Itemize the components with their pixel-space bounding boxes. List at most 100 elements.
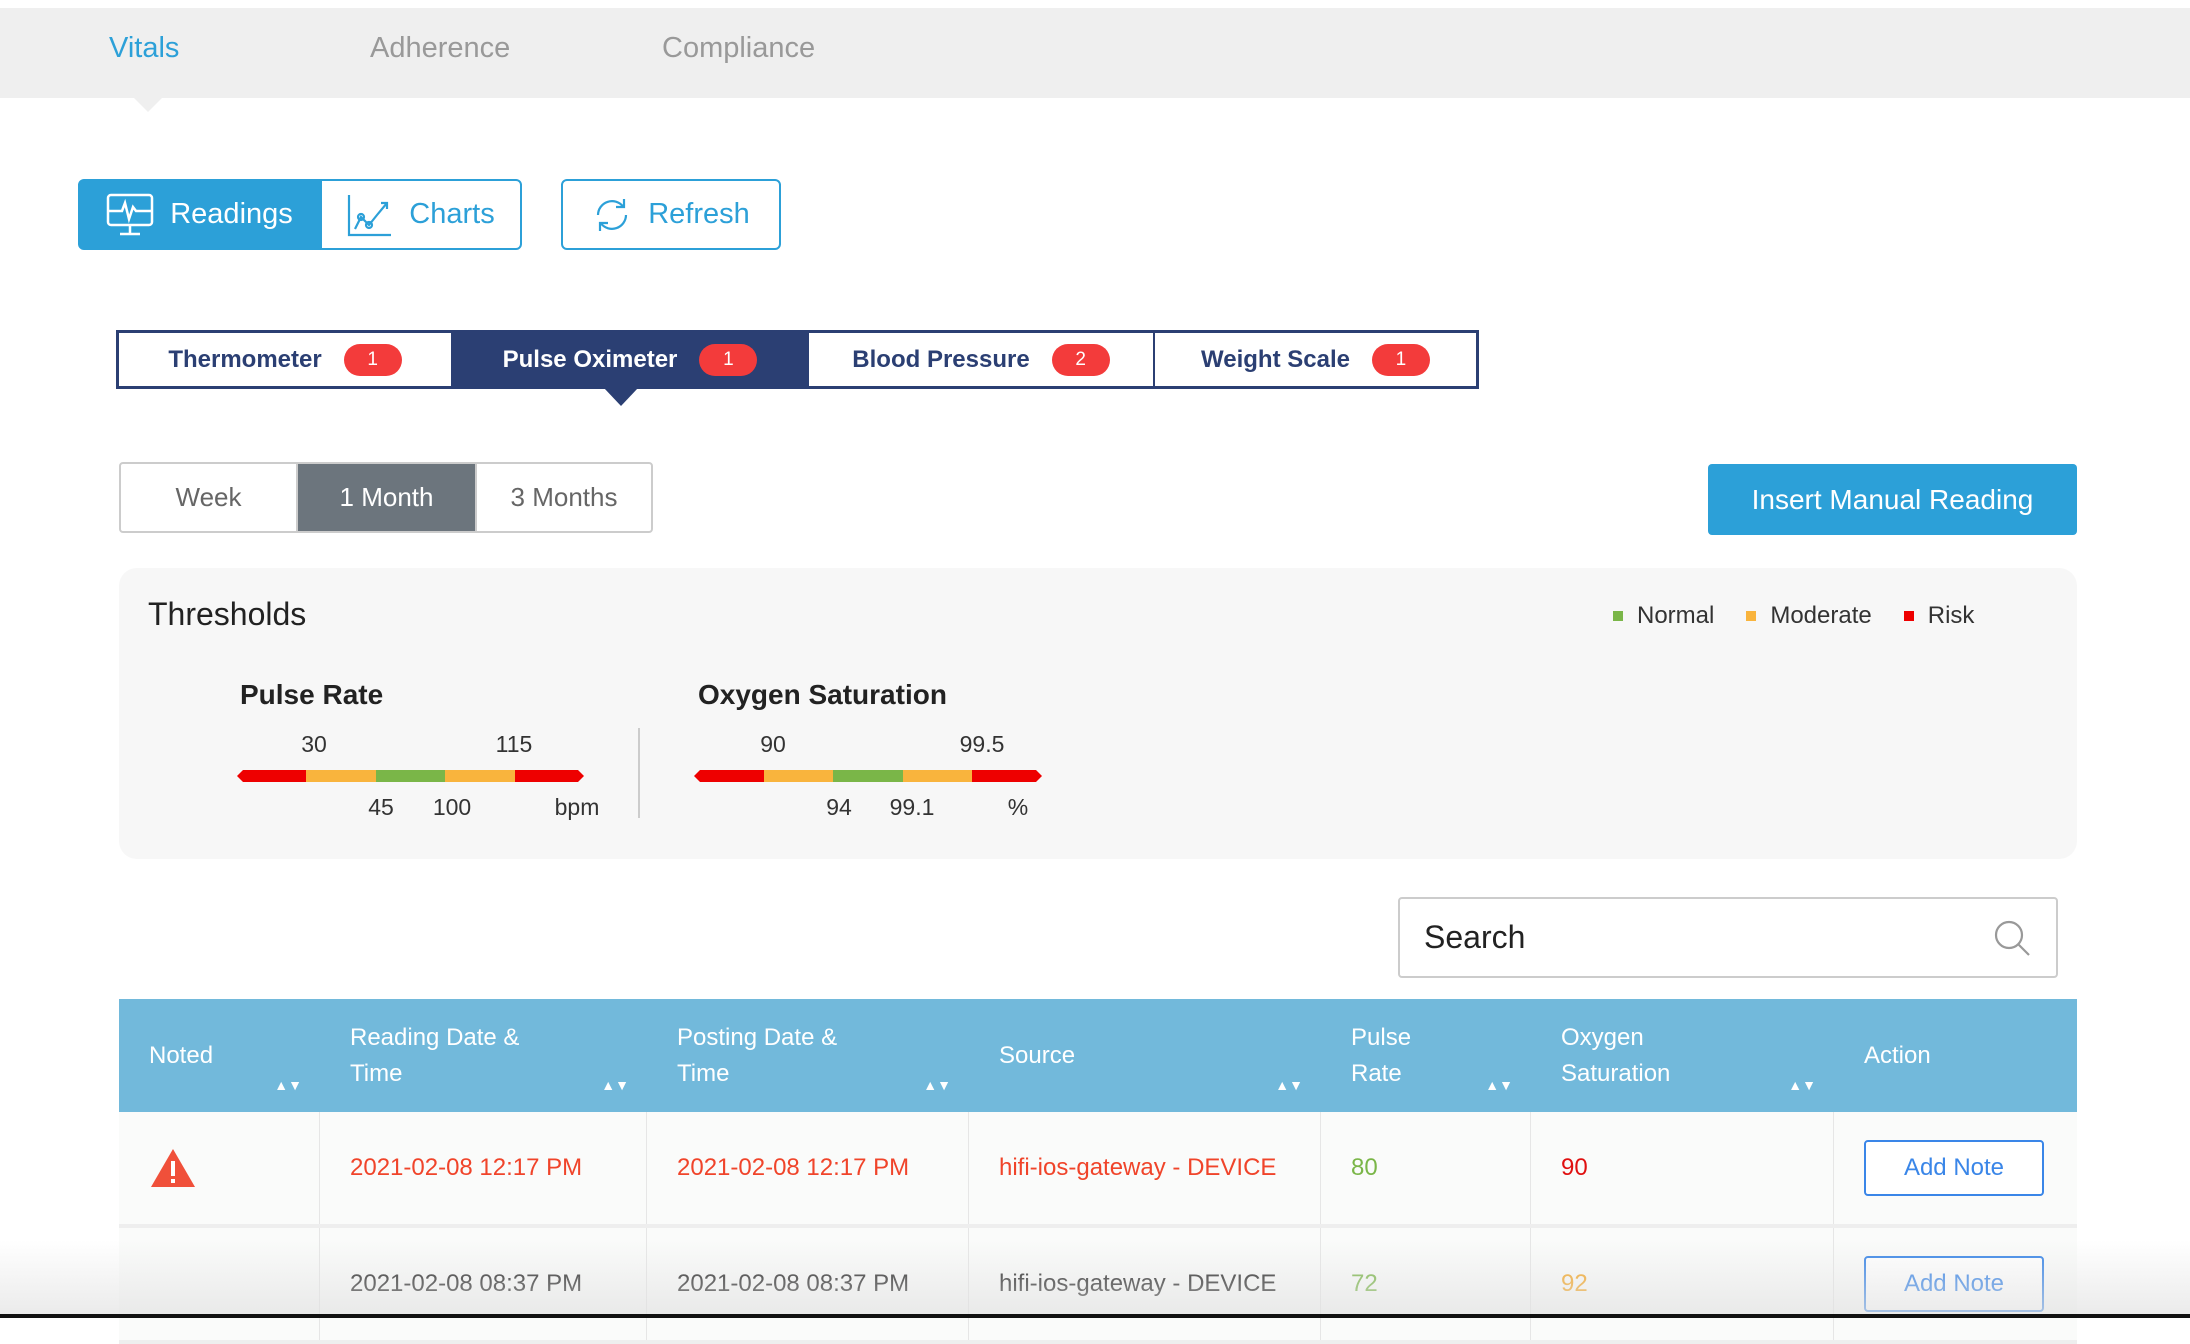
count-badge: 1 — [343, 343, 402, 376]
tab-label: Thermometer — [168, 345, 322, 373]
pulse-high-normal: 100 — [432, 794, 472, 820]
tab-adherence[interactable]: Adherence — [370, 32, 511, 64]
action-cell: Add Note — [1834, 1112, 2077, 1224]
tab-label: Pulse Oximeter — [502, 345, 678, 373]
header-label: Posting Date & Time — [677, 1023, 838, 1087]
warning-icon — [151, 1149, 195, 1187]
add-note-button[interactable]: Add Note — [1864, 1140, 2044, 1196]
search-input[interactable]: Search — [1398, 897, 2058, 978]
sort-icon[interactable]: ▲▼ — [1788, 1077, 1816, 1093]
tab-vitals[interactable]: Vitals — [109, 32, 180, 64]
window-edge — [0, 1314, 2190, 1318]
count-badge: 1 — [699, 343, 758, 376]
legend-moderate: Moderate — [1770, 602, 1872, 629]
header-reading-date[interactable]: Reading Date & Time ▲▼ — [320, 999, 647, 1112]
header-label: Pulse Rate — [1351, 1023, 1412, 1087]
search-placeholder: Search — [1424, 919, 1526, 955]
header-label: Action — [1864, 1041, 1931, 1069]
risk-swatch — [1903, 611, 1914, 621]
monitor-icon — [106, 193, 154, 235]
insert-manual-reading-button[interactable]: Insert Manual Reading — [1708, 464, 2077, 535]
period-selector: Week 1 Month 3 Months — [119, 462, 653, 533]
device-tabs: Thermometer 1 Pulse Oximeter 1 Blood Press… — [116, 330, 1479, 389]
header-noted[interactable]: Noted ▲▼ — [119, 999, 320, 1112]
pulse-rate: 72 — [1321, 1228, 1531, 1340]
posting-date: 2021-02-08 12:17 PM — [647, 1112, 969, 1224]
source: hifi-ios-gateway - DEVICE — [969, 1228, 1321, 1340]
thresholds-title: Thresholds — [148, 596, 307, 632]
reading-date: 2021-02-08 08:37 PM — [320, 1228, 647, 1340]
period-week[interactable]: Week — [121, 464, 298, 531]
moderate-swatch — [1746, 611, 1757, 621]
table-header: Noted ▲▼ Reading Date & Time ▲▼ Posting Da… — [119, 999, 2077, 1112]
period-1-month[interactable]: 1 Month — [298, 464, 477, 531]
header-pulse-rate[interactable]: Pulse Rate ▲▼ — [1321, 999, 1531, 1112]
refresh-icon — [597, 198, 628, 231]
sort-icon[interactable]: ▲▼ — [923, 1077, 951, 1093]
pulse-low-normal: 45 — [368, 794, 394, 820]
legend-risk: Risk — [1927, 602, 1975, 629]
oxygen-unit: % — [1007, 794, 1029, 820]
source: hifi-ios-gateway - DEVICE — [969, 1112, 1321, 1224]
add-note-button[interactable]: Add Note — [1864, 1256, 2044, 1312]
line-chart-icon — [348, 194, 392, 236]
oxygen-saturation: 92 — [1531, 1228, 1834, 1340]
refresh-label: Refresh — [648, 198, 750, 230]
pulse-low-risk: 30 — [301, 731, 327, 757]
tab-thermometer[interactable]: Thermometer 1 — [119, 333, 453, 386]
pulse-threshold-bar — [237, 770, 584, 782]
noted-cell — [119, 1228, 320, 1340]
readings-button[interactable]: Readings — [78, 179, 321, 250]
header-label: Source — [999, 1041, 1076, 1069]
active-device-caret — [604, 388, 638, 406]
sort-icon[interactable]: ▲▼ — [1275, 1077, 1303, 1093]
tab-compliance[interactable]: Compliance — [662, 32, 816, 64]
sort-icon[interactable]: ▲▼ — [601, 1077, 629, 1093]
readings-label: Readings — [170, 198, 293, 230]
count-badge: 2 — [1051, 343, 1110, 376]
tab-pulse-oximeter[interactable]: Pulse Oximeter 1 — [453, 333, 809, 386]
oxygen-low-risk: 90 — [760, 731, 786, 757]
pulse-unit: bpm — [554, 794, 600, 820]
header-posting-date[interactable]: Posting Date & Time ▲▼ — [647, 999, 969, 1112]
tab-label: Weight Scale — [1201, 345, 1350, 373]
charts-label: Charts — [409, 198, 495, 230]
header-oxygen-saturation[interactable]: Oxygen Saturation ▲▼ — [1531, 999, 1834, 1112]
legend: Normal Moderate Risk — [1613, 602, 1974, 630]
header-label: Oxygen Saturation — [1561, 1023, 1671, 1087]
refresh-button[interactable]: Refresh — [561, 179, 781, 250]
tab-weight-scale[interactable]: Weight Scale 1 — [1155, 333, 1476, 386]
active-tab-caret — [134, 98, 162, 112]
oxygen-threshold-bar — [694, 770, 1042, 782]
sort-icon[interactable]: ▲▼ — [1485, 1077, 1513, 1093]
tab-label: Blood Pressure — [852, 345, 1030, 373]
top-nav — [0, 8, 2190, 98]
reading-date: 2021-02-08 12:17 PM — [320, 1112, 647, 1224]
tab-blood-pressure[interactable]: Blood Pressure 2 — [809, 333, 1155, 386]
pulse-rate-title: Pulse Rate — [240, 679, 384, 710]
pulse-rate: 80 — [1321, 1112, 1531, 1224]
readings-table: Noted ▲▼ Reading Date & Time ▲▼ Posting Da… — [119, 999, 2077, 1344]
oxygen-saturation: 90 — [1531, 1112, 1834, 1224]
header-label: Reading Date & Time — [350, 1023, 520, 1087]
oxygen-low-normal: 94 — [826, 794, 852, 820]
legend-normal: Normal — [1637, 602, 1715, 629]
header-source[interactable]: Source ▲▼ — [969, 999, 1321, 1112]
search-icon[interactable] — [1992, 918, 2032, 958]
header-label: Noted — [149, 1041, 214, 1069]
period-3-months[interactable]: 3 Months — [510, 482, 618, 512]
count-badge: 1 — [1371, 343, 1430, 376]
oxygen-high-risk: 99.5 — [959, 731, 1005, 757]
noted-cell — [119, 1112, 320, 1224]
oxygen-saturation-title: Oxygen Saturation — [698, 679, 947, 710]
table-row: 2021-02-08 12:17 PM 2021-02-08 12:17 PM … — [119, 1112, 2077, 1228]
posting-date: 2021-02-08 08:37 PM — [647, 1228, 969, 1340]
pulse-high-risk: 115 — [495, 731, 533, 757]
action-cell: Add Note — [1834, 1228, 2077, 1340]
normal-swatch — [1613, 611, 1623, 621]
divider — [638, 728, 640, 818]
header-action: Action — [1834, 999, 2077, 1112]
sort-icon[interactable]: ▲▼ — [274, 1077, 302, 1093]
charts-button[interactable]: Charts — [320, 179, 522, 250]
oxygen-high-normal: 99.1 — [889, 794, 935, 820]
